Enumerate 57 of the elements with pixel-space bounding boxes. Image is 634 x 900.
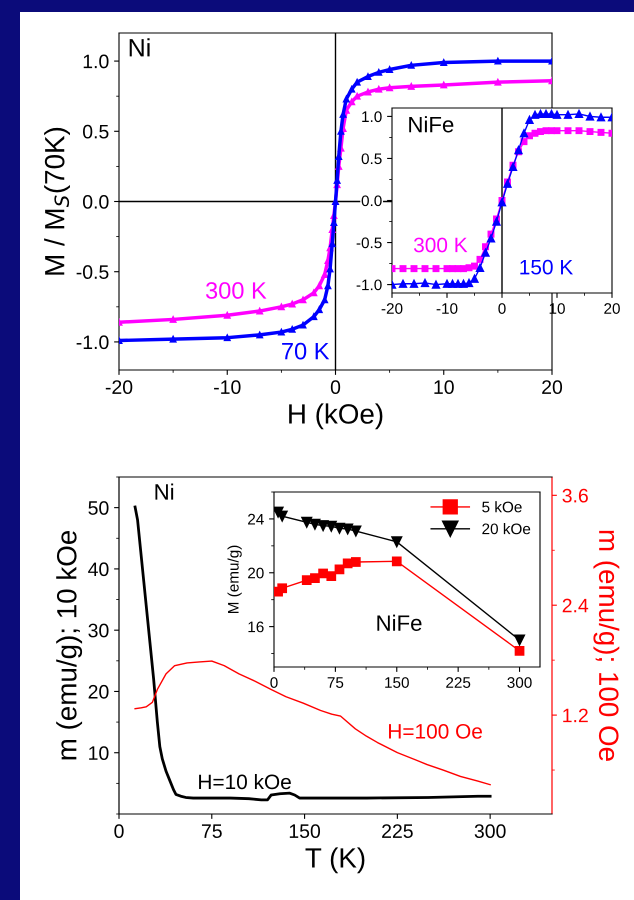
series-label: 300 K xyxy=(414,238,468,252)
x-tick-label: 0 xyxy=(114,824,124,838)
y-tick-label: 0.0 xyxy=(83,194,109,209)
y2-axis-title: m (emu/g); 100 Oe xyxy=(593,530,620,761)
x-tick-label: 225 xyxy=(446,677,470,688)
y-tick-label: 1.0 xyxy=(84,54,109,68)
series-label: H=100 Oe xyxy=(389,724,482,739)
x-tick-label: -10 xyxy=(214,380,241,394)
x-tick-label: -10 xyxy=(436,303,458,314)
annotation: Ni xyxy=(130,38,150,56)
x-tick-label: 20 xyxy=(542,380,562,394)
y-tick-label: 20 xyxy=(248,568,264,578)
series-label: 150 K xyxy=(520,260,573,275)
x-tick-label: 75 xyxy=(202,824,222,838)
y-tick-label: -0.5 xyxy=(356,237,382,248)
x-tick-label: 300 xyxy=(507,677,532,688)
y-tick-label: 1.0 xyxy=(362,111,382,122)
series-label: 300 K xyxy=(206,282,266,299)
annotation: Ni xyxy=(155,483,174,500)
y2-tick-label: 1.2 xyxy=(563,708,588,722)
x-tick-label: 10 xyxy=(434,380,454,394)
annotation: NiFe xyxy=(377,614,422,631)
series-label: H=10 kOe xyxy=(199,774,291,790)
y-axis-title: M / M$_{S}$(70K) xyxy=(44,128,70,275)
x-tick-label: -20 xyxy=(382,303,402,314)
x-tick-label: -20 xyxy=(106,380,132,394)
x-tick-label: 150 xyxy=(290,824,320,838)
y-tick-label: -0.5 xyxy=(76,265,108,279)
y-tick-label: 50 xyxy=(88,501,109,515)
x-axis-title: H (kOe) xyxy=(289,403,382,430)
annotation: NiFe xyxy=(409,116,454,132)
x-tick-label: 0 xyxy=(270,677,278,688)
y-axis-title: m (emu/g); 10 kOe xyxy=(56,530,82,760)
y2-tick-label: 2.4 xyxy=(562,598,588,612)
y-tick-label: 30 xyxy=(88,624,109,638)
series-label: 70 K xyxy=(282,342,330,360)
x-axis-title: T (K) xyxy=(306,847,364,874)
x-tick-label: 150 xyxy=(385,677,409,688)
y-tick-label: -1.0 xyxy=(76,335,109,350)
y-tick-label: 40 xyxy=(88,562,109,576)
legend-label: 5 kOe xyxy=(482,501,522,512)
y-tick-label: 0.5 xyxy=(83,124,108,139)
y-tick-label: 16 xyxy=(248,621,264,632)
y-tick-label: -1.0 xyxy=(356,279,382,290)
y-tick-label: 0.0 xyxy=(362,195,382,206)
x-tick-label: 20 xyxy=(604,303,620,314)
x-tick-label: 75 xyxy=(328,677,344,688)
y-tick-label: 24 xyxy=(248,514,264,524)
x-tick-label: 0 xyxy=(330,380,340,394)
y-tick-label: 10 xyxy=(89,746,109,760)
legend-label: 20 kOe xyxy=(482,523,530,534)
y-axis-title: M (emu/g) xyxy=(227,546,242,614)
y-tick-label: 0.5 xyxy=(362,153,382,164)
x-tick-label: 225 xyxy=(382,824,413,838)
x-tick-label: 300 xyxy=(474,824,506,838)
x-tick-label: 0 xyxy=(498,303,506,314)
y2-tick-label: 3.6 xyxy=(562,488,588,503)
